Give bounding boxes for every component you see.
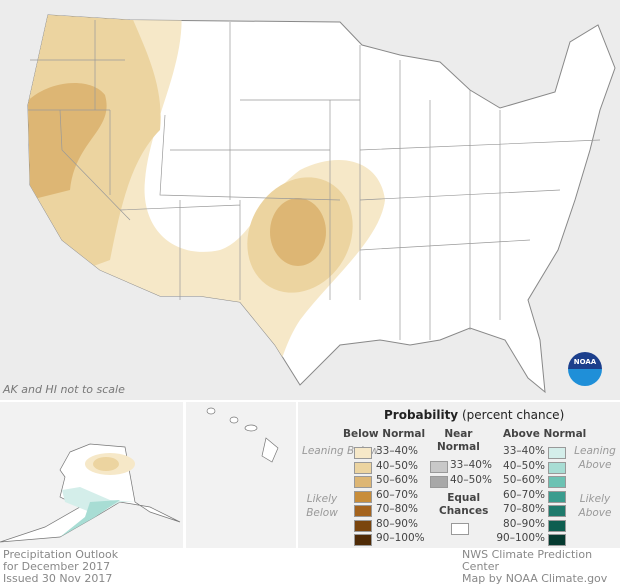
equal-chances-label: Equal Chances — [439, 492, 489, 517]
state-borders — [28, 20, 601, 340]
ak-above-40-50 — [60, 500, 120, 537]
below-swatch — [354, 519, 372, 532]
hawaii-islands — [206, 407, 279, 463]
above-label: 40–50% — [503, 459, 545, 472]
near-swatch — [430, 461, 448, 473]
below-label: 33–40% — [376, 445, 418, 457]
footer-outlook-title: Precipitation Outlook for December 2017 Is… — [3, 548, 119, 585]
above-swatch — [548, 461, 566, 474]
below-label: 80–90% — [376, 517, 418, 530]
below-swatch — [354, 534, 372, 546]
below-label: 60–70% — [376, 488, 418, 501]
probability-legend: Probability (percent chance) Below Norma… — [298, 402, 620, 548]
below-swatch — [354, 447, 372, 459]
below-50-60-central — [270, 198, 326, 266]
below-label: 50–60% — [376, 474, 418, 486]
leaning-below-label: Leaning Below — [302, 445, 379, 457]
below-50-60-west — [28, 83, 107, 200]
above-swatch — [548, 519, 566, 532]
near-label: 33–40% — [450, 459, 492, 471]
ak-below-40-50 — [93, 457, 119, 471]
above-label: 80–90% — [503, 517, 545, 530]
near-label: 40–50% — [450, 473, 492, 486]
above-swatch — [548, 490, 566, 503]
legend-title: Probability (percent chance) — [384, 408, 565, 422]
noaa-logo: NOAA — [568, 352, 602, 386]
us-outline-svg — [27, 14, 616, 394]
above-swatch — [548, 476, 566, 488]
leaning-above-label: Leaning Above — [574, 445, 616, 471]
above-swatch — [548, 447, 566, 459]
above-swatch — [548, 505, 566, 517]
below-header: Below Normal — [343, 428, 426, 440]
alaska-panel — [0, 402, 183, 548]
hawaii-panel — [186, 402, 296, 548]
ak-above-33-40 — [62, 487, 135, 514]
above-label: 50–60% — [503, 474, 545, 486]
below-label: 70–80% — [376, 503, 418, 515]
above-label: 70–80% — [503, 503, 545, 515]
below-label: 40–50% — [376, 459, 418, 472]
likely-above-label: Likely Above — [578, 493, 612, 519]
above-swatch — [548, 534, 566, 546]
below-swatch — [354, 490, 372, 503]
near-swatch — [430, 475, 448, 488]
above-header: Above Normal — [503, 428, 587, 440]
above-label: 33–40% — [503, 445, 545, 457]
scale-note: AK and HI not to scale — [3, 383, 125, 396]
below-swatch — [354, 461, 372, 474]
likely-below-label: Likely Below — [306, 493, 338, 519]
footer-credits: NWS Climate Prediction Center Map by NOAA… — [462, 548, 608, 585]
above-label: 90–100% — [496, 532, 545, 544]
above-label: 60–70% — [503, 488, 545, 501]
near-header: Near Normal — [437, 428, 480, 453]
below-swatch — [354, 476, 372, 488]
conus-map: NOAA — [0, 0, 620, 400]
equal-chances-swatch — [451, 523, 469, 535]
below-swatch — [354, 505, 372, 517]
below-label: 90–100% — [376, 532, 425, 544]
